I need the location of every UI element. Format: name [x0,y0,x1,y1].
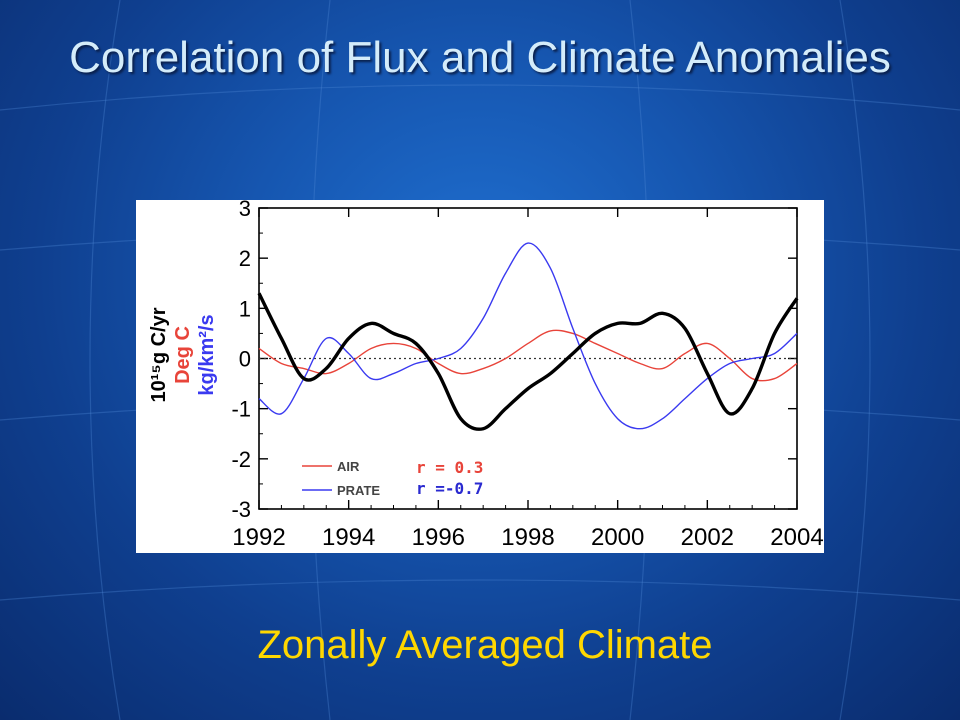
slide-title: Correlation of Flux and Climate Anomalie… [69,33,891,82]
series-line-flux [257,292,799,431]
chart-panel: 1992 1994 1996 1998 2000 2002 2004 -3 -2 -1 0 1 2 3 1… [136,200,824,553]
slide-caption: Zonally Averaged Climate [257,623,713,667]
ylabel-air: Deg C [172,326,194,384]
correlation-air-label: r = 0.3 [416,458,483,477]
x-tick-label: 2002 [681,524,734,551]
y-tick-label: 3 [239,200,251,221]
ylabel-flux: 10¹⁵g C/yr [148,307,170,402]
series-line-air [258,329,798,382]
x-tick-label: 1996 [412,524,465,551]
y-tick-label: -2 [231,447,251,472]
ylabel-prate: kg/km²/s [196,314,218,395]
legend-air-label: AIR [337,459,360,474]
x-tick-label: 2004 [770,524,823,551]
x-tick-label: 2000 [591,524,644,551]
x-tick-label: 1998 [501,524,554,551]
series-line-prate [258,242,798,430]
y-tick-label: -3 [231,497,251,522]
x-tick-label: 1992 [232,524,285,551]
x-tick-label: 1994 [322,524,375,551]
y-tick-label: -1 [231,397,251,422]
y-tick-label: 0 [239,347,251,372]
correlation-prate-label: r =-0.7 [416,479,483,498]
y-tick-label: 2 [239,246,251,271]
line-chart: 1992 1994 1996 1998 2000 2002 2004 -3 -2 -1 0 1 2 3 1… [148,200,824,551]
y-tick-label: 1 [239,296,251,321]
legend-prate-label: PRATE [337,483,380,498]
